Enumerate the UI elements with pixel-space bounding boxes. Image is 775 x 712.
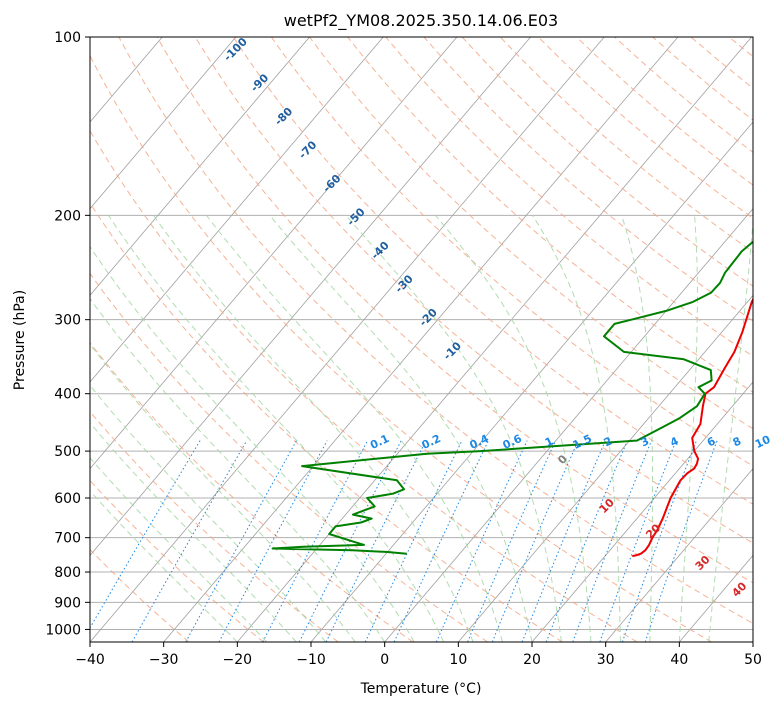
isotherm-line [0,37,383,642]
dry-adiabat-line [767,37,775,642]
dry-adiabat-label: -90 [248,71,271,94]
y-tick-label: 800 [54,565,81,581]
dry-adiabat-line [462,37,775,642]
dry-adiabat-line [615,37,775,642]
mixing-ratio-line [326,441,426,642]
mixing-ratio-label: 0.1 [368,432,391,452]
y-tick-label: 400 [54,387,81,403]
moist-adiabat-line [622,215,653,642]
dry-adiabat-label: -50 [344,205,367,228]
dry-adiabat-label: -100 [221,35,250,64]
mixing-ratio-label: 1.5 [571,432,594,452]
mixing-ratio-line [82,441,200,642]
isotherm-line [164,37,678,642]
moist-adiabat-line [70,215,414,642]
isotherm-line [753,37,775,642]
y-tick-label: 100 [54,30,81,46]
dry-adiabat-line [386,37,775,642]
moist-adiabat-line [0,215,296,642]
moist-adiabat-line [0,215,326,642]
dry-adiabat-line [500,37,775,642]
moist-adiabat-line [346,215,562,642]
moist-adiabat-line [709,215,754,642]
mixing-ratio-line [468,441,556,642]
dry-adiabat-line [0,37,189,642]
dry-adiabat-line [43,37,637,642]
mixing-ratio-line [365,441,462,642]
x-axis-title: Temperature (°C) [360,681,482,697]
x-tick-label: −10 [296,652,326,668]
mixing-ratio-label: 4 [668,434,681,449]
moist-adiabat-line [0,215,267,642]
dewpoint-profile-line [273,37,775,554]
y-tick-label: 600 [54,491,81,507]
mixing-ratio-line [394,441,488,642]
mixing-ratio-label: 0.2 [420,432,443,452]
dry-adiabat-line [81,37,712,642]
moist-adiabat-label: 40 [729,579,749,599]
dry-adiabat-label: -80 [272,105,295,128]
dry-adiabat-line [0,37,488,642]
x-tick-label: −20 [223,652,253,668]
isotherm-line [0,37,310,642]
isotherm-line [458,37,775,642]
y-tick-label: 500 [54,444,81,460]
isotherm-line [90,37,604,642]
y-tick-label: 700 [54,531,81,547]
x-tick-label: 0 [380,652,389,668]
x-tick-label: 30 [597,652,615,668]
x-tick-label: 50 [744,652,762,668]
moist-adiabat-label: 30 [693,553,713,573]
x-tick-label: 10 [449,652,467,668]
dry-adiabat-line [729,37,775,642]
moist-adiabat-line [154,215,474,642]
mixing-ratio-line [546,441,627,642]
dry-adiabat-label: -70 [296,138,319,161]
plot-frame [90,37,753,642]
dry-adiabat-line [691,37,775,642]
x-tick-label: 40 [670,652,688,668]
y-tick-label: 900 [54,595,81,611]
dry-adiabat-line [5,37,563,642]
dry-adiabat-line [195,37,775,642]
dry-adiabat-line [0,37,338,642]
dry-adiabat-line [0,37,413,642]
dry-adiabat-line [348,37,775,642]
dry-adiabat-line [424,37,775,642]
dry-adiabat-label: -10 [441,339,464,362]
x-tick-label: 20 [523,652,541,668]
x-tick-label: −30 [149,652,179,668]
mixing-ratio-label: 6 [705,434,718,449]
isotherm-line [0,37,236,642]
mixing-ratio-line [186,441,297,642]
isotherm-line [679,37,775,642]
y-tick-label: 1000 [45,622,81,638]
chart-title: wetPf2_YM08.2025.350.14.06.E03 [284,11,558,31]
dry-adiabat-line [0,37,264,642]
mixing-ratio-label: 10 [753,433,773,451]
moist-adiabat-line [36,215,385,642]
y-tick-label: 300 [54,313,81,329]
x-tick-label: −40 [75,652,105,668]
mixing-ratio-label: 8 [731,434,743,449]
isotherm-line [385,37,775,642]
dry-adiabat-label: -60 [320,172,343,195]
dry-adiabat-label: -20 [417,306,440,329]
y-axis-title: Pressure (hPa) [12,290,28,390]
y-tick-label: 200 [54,208,81,224]
dry-adiabat-line [577,37,775,642]
dry-adiabat-label: -30 [393,272,416,295]
dry-adiabat-line [653,37,775,642]
